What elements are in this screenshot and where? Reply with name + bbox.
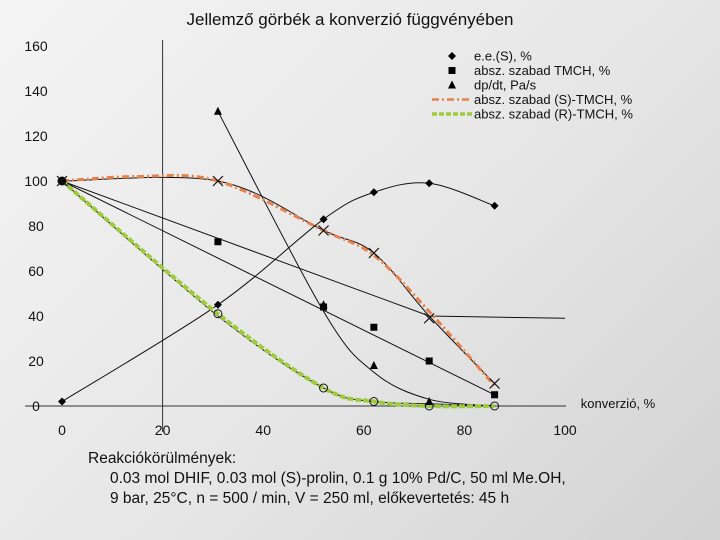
conditions-heading: Reakciókörülmények: [88,450,237,467]
data-point-ee [58,397,66,406]
dpdt-fit-line [217,111,495,407]
legend-marker [448,67,456,74]
y-tick-label: 160 [24,38,48,54]
legend-marker [448,52,456,60]
data-markers [56,106,501,411]
data-point-s-tmch [368,247,380,259]
data-point-r-tmch [213,309,223,319]
legend-item-tmch: absz. szabad TMCH, % [448,63,611,78]
legend: e.e.(S), %absz. szabad TMCH, %dp/dt, Pa/… [432,49,633,122]
r-tmch-black-line [61,180,495,407]
legend-label: absz. szabad (R)-TMCH, % [474,107,633,122]
data-point-tmch [425,357,433,365]
legend-label: dp/dt, Pa/s [474,78,537,93]
x-tick-label: 40 [255,422,271,438]
data-point-tmch [214,238,222,246]
axes: 0 20 40 60 80 100 120 140 160 0 20 40 60 80 100 [24,38,577,438]
legend-label: e.e.(S), % [474,49,532,64]
data-point-r-tmch [319,383,329,393]
x-tick-label: 20 [155,422,171,438]
reaction-conditions: Reakciókörülmények: 0.03 mol DHIF, 0.03 … [88,449,708,509]
r-tmch-line [60,179,495,409]
y-tick-label: 140 [24,83,48,99]
x-axis-label: konverzió, % [581,396,656,411]
data-point-s-tmch [318,225,329,236]
data-point-s-tmch [423,312,435,324]
legend-item-r-tmch: absz. szabad (R)-TMCH, % [432,107,633,122]
data-point-r-tmch [424,401,434,411]
y-tick-label: 0 [32,398,40,414]
data-point-s-tmch [489,378,501,389]
aux-fit-line [61,180,566,319]
legend-item-ee: e.e.(S), % [448,49,532,64]
legend-item-s-tmch: absz. szabad (S)-TMCH, % [432,92,633,107]
fit-curves [60,111,566,409]
data-point-s-tmch [56,175,68,187]
data-point-dpdt [425,397,434,405]
data-point-r-tmch [369,397,379,406]
data-point-dpdt [369,361,378,369]
data-point-dpdt [319,300,328,309]
y-tick-label: 80 [28,218,44,234]
data-point-ee [490,201,499,210]
legend-item-dpdt: dp/dt, Pa/s [448,78,537,93]
legend-label: absz. szabad (S)-TMCH, % [474,92,633,107]
data-point-ee [425,179,434,188]
y-tick-label: 20 [28,353,44,369]
y-tick-label: 40 [28,308,44,324]
data-point-r-tmch [490,401,500,411]
y-tick-label: 60 [28,263,44,279]
ee-fit-line [61,182,495,402]
data-point-ee [369,188,378,197]
y-tick-label: 100 [24,173,48,189]
s-tmch-line [61,173,496,387]
conditions-line-2: 9 bar, 25°C, n = 500 / min, V = 250 ml, … [110,490,510,507]
data-point-ee [213,300,222,309]
legend-label: absz. szabad TMCH, % [474,63,611,78]
data-point-dpdt [213,106,222,115]
chart-title: Jellemző görbék a konverzió függvényében [187,10,514,29]
data-point-ee [319,215,328,224]
conditions-line-1: 0.03 mol DHIF, 0.03 mol (S)-prolin, 0.1 … [110,470,566,487]
x-tick-label: 60 [356,422,372,438]
legend-marker [448,80,456,89]
data-point-tmch [491,391,499,399]
y-tick-label: 120 [24,128,48,144]
data-point-tmch [370,323,378,331]
tmch-fit-line [61,180,495,396]
x-tick-label: 0 [58,422,66,438]
data-point-r-tmch [57,176,67,186]
x-tick-label: 100 [553,422,577,438]
data-point-s-tmch [212,175,224,187]
x-tick-label: 80 [457,422,473,438]
s-tmch-black-line [61,176,495,384]
